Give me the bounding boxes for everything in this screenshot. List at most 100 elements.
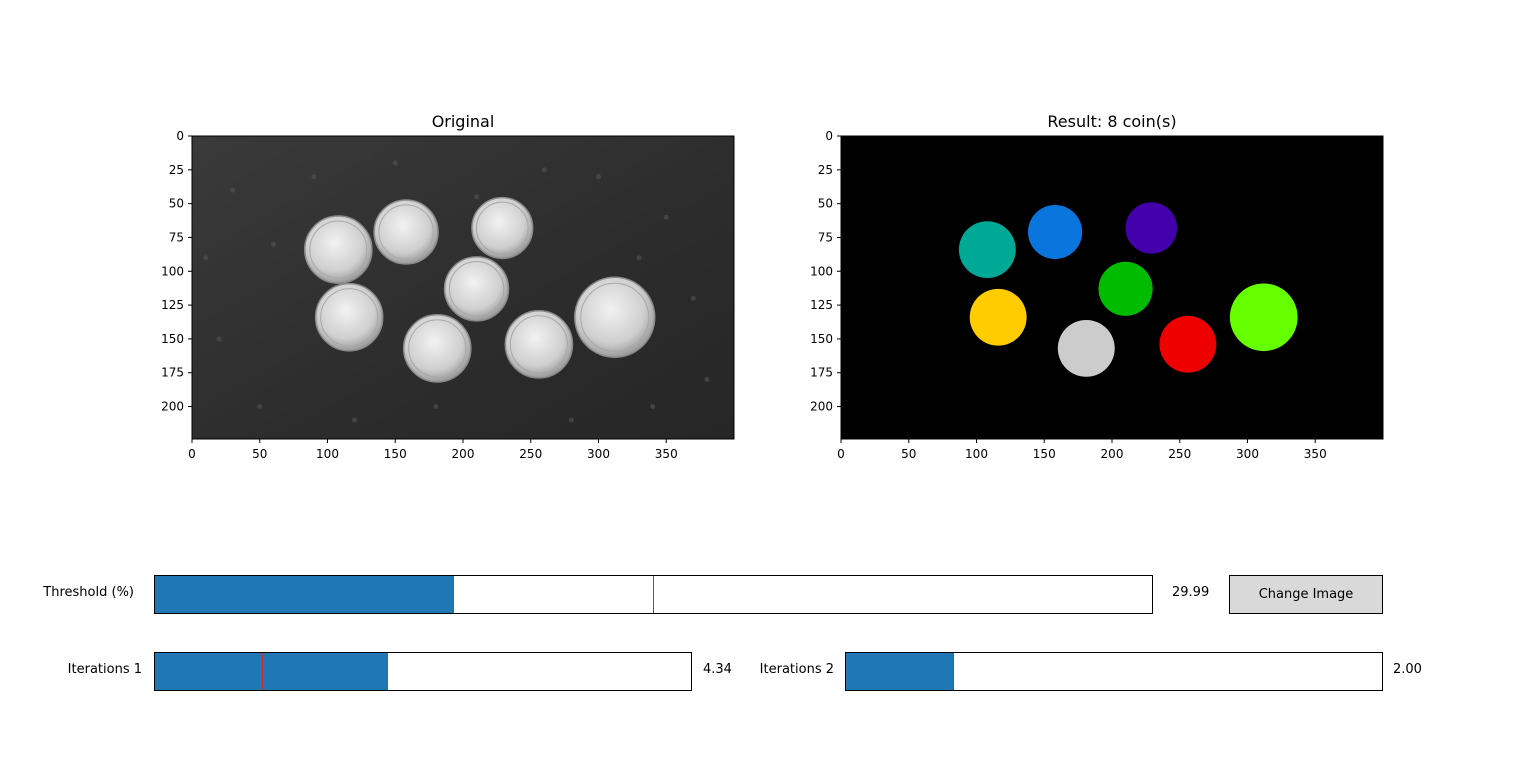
- original-y-tick-label: 150: [161, 332, 184, 346]
- iterations2-slider[interactable]: [845, 652, 1383, 691]
- background-speck: [474, 194, 480, 200]
- labeled-coin-region: [1229, 283, 1298, 352]
- original-y-tick-label: 0: [176, 130, 184, 143]
- background-speck: [704, 376, 710, 382]
- labeled-coin-region: [969, 288, 1027, 346]
- coin: [304, 215, 373, 284]
- result-image: [841, 136, 1383, 439]
- background-speck: [568, 417, 574, 423]
- coin: [471, 196, 534, 260]
- coin-rim: [448, 261, 505, 317]
- coin-rim: [408, 319, 467, 378]
- labeled-coin-region: [1098, 261, 1153, 316]
- result-x-tick-label: 100: [965, 447, 988, 461]
- result-y-tick-label: 100: [810, 264, 833, 278]
- iterations2-slider-initial-marker: [952, 653, 954, 690]
- coin: [402, 314, 472, 383]
- labeled-coin-region: [958, 221, 1016, 279]
- original-image: [192, 136, 734, 439]
- result-y-tick-label: 75: [818, 230, 833, 244]
- coin-rim: [509, 315, 568, 374]
- original-x-tick-label: 50: [252, 447, 267, 461]
- threshold-slider[interactable]: [154, 575, 1153, 614]
- background-speck: [596, 174, 601, 180]
- result-image-axes: 0 50 100 150 200 250 300 350 0 25 50 75 100 125 150 175…: [810, 130, 1384, 461]
- result-y-tick-label: 150: [810, 332, 833, 346]
- threshold-label: Threshold (%): [43, 585, 134, 600]
- iterations1-label: Iterations 1: [67, 662, 142, 677]
- result-x-tick-label: 250: [1168, 447, 1191, 461]
- result-x-tick-label: 150: [1033, 447, 1056, 461]
- original-x-tick-label: 0: [188, 447, 196, 461]
- iterations1-slider-initial-marker: [261, 653, 263, 690]
- result-y-tick-label: 125: [810, 298, 833, 312]
- original-x-tick-label: 300: [587, 447, 610, 461]
- original-y-tick-label: 75: [169, 230, 184, 244]
- original-x-tick-label: 150: [384, 447, 407, 461]
- original-y-tick-label: 25: [169, 163, 184, 177]
- coin: [504, 309, 574, 379]
- original-frame: [191, 135, 735, 440]
- original-y-tick-label: 125: [161, 298, 184, 312]
- original-plot-title: Original: [431, 112, 495, 131]
- coin-rim: [378, 204, 434, 260]
- original-image-axes: 0 50 100 150 200 250 300 350 0 25 50 75 100 125 150 175…: [161, 130, 735, 461]
- background-speck: [216, 336, 222, 342]
- result-frame: [840, 135, 1384, 440]
- background-speck: [541, 167, 547, 173]
- result-y-tick-label: 200: [810, 400, 833, 414]
- background-speck: [203, 255, 209, 261]
- iterations1-value: 4.34: [703, 662, 732, 677]
- background-speck: [311, 174, 317, 180]
- labeled-coin-region: [1125, 202, 1178, 254]
- background-speck: [230, 187, 236, 193]
- background-speck: [433, 404, 439, 410]
- result-x-tick-label: 50: [901, 447, 916, 461]
- original-x-tick-label: 200: [452, 447, 475, 461]
- coin: [574, 276, 656, 358]
- result-y-tick-label: 25: [818, 163, 833, 177]
- iterations2-label: Iterations 2: [759, 662, 834, 677]
- threshold-slider-initial-marker: [653, 576, 654, 613]
- background-speck: [636, 255, 642, 261]
- original-y-tick-label: 50: [169, 197, 184, 211]
- labeled-coin-region: [1057, 319, 1115, 377]
- labeled-coin-region: [1159, 315, 1217, 373]
- background-speck: [392, 160, 398, 166]
- background-speck: [352, 417, 358, 423]
- original-x-tick-label: 250: [519, 447, 542, 461]
- coin-rim: [320, 288, 379, 347]
- result-y-tick-label: 175: [810, 366, 833, 380]
- labeled-coin-region: [1027, 204, 1083, 260]
- background-speck: [257, 404, 263, 410]
- iterations1-slider[interactable]: [154, 652, 692, 691]
- original-y-tick-label: 100: [161, 264, 184, 278]
- result-x-tick-label: 350: [1304, 447, 1327, 461]
- coin: [443, 256, 510, 322]
- change-image-button[interactable]: Change Image: [1229, 575, 1383, 614]
- original-x-tick-label: 350: [655, 447, 678, 461]
- result-plot: 0 50 100 150 200 250 300 350 0 25 50 75 100 125 150 175…: [799, 130, 1399, 470]
- iterations2-slider-fill: [846, 653, 954, 690]
- iterations2-value: 2.00: [1393, 662, 1422, 677]
- original-x-tick-label: 100: [316, 447, 339, 461]
- result-x-tick-label: 0: [837, 447, 845, 461]
- background-speck: [663, 214, 669, 220]
- original-y-tick-label: 175: [161, 366, 184, 380]
- threshold-slider-fill: [155, 576, 454, 613]
- coin-rim: [475, 201, 529, 255]
- background-speck: [690, 295, 696, 301]
- background-speck: [650, 404, 656, 410]
- result-x-tick-label: 200: [1101, 447, 1124, 461]
- result-y-tick-label: 0: [825, 130, 833, 143]
- original-y-tick-label: 200: [161, 400, 184, 414]
- coin: [314, 282, 384, 352]
- result-y-tick-label: 50: [818, 197, 833, 211]
- coin-rim: [309, 220, 368, 279]
- coin: [373, 199, 439, 265]
- result-plot-title: Result: 8 coin(s): [1047, 112, 1177, 131]
- original-plot: 0 50 100 150 200 250 300 350 0 25 50 75 100 125 150 175…: [150, 130, 750, 470]
- result-x-tick-label: 300: [1236, 447, 1259, 461]
- coin-rim: [580, 282, 650, 352]
- threshold-value: 29.99: [1172, 585, 1210, 600]
